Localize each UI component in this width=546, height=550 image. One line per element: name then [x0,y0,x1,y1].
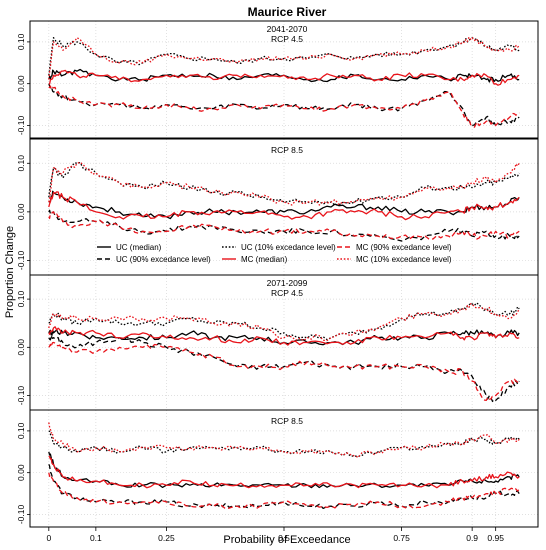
x-tick-label-6: 0.9 [466,533,478,543]
x-tick-label-2: 0.1 [90,533,102,543]
panel-title-2: RCP 4.5 [271,288,303,298]
y-tick-label-1: -0.10 [16,116,26,136]
y-tick-label-1: -0.10 [16,386,26,406]
y-tick-label-2: 0.00 [16,464,26,481]
panel-4: -0.10 0.00 0.10 RCP 8.5 [16,409,539,528]
series-line-6 [48,341,520,402]
legend-label-1: UC (median) [116,243,162,252]
series-line-4 [48,161,520,206]
x-tick-label-1: 0 [46,533,51,543]
legend-label-3: MC (90% excedance level) [356,243,452,252]
panel-2: -0.10 0.00 0.10 RCP 8.5 [16,138,539,276]
series-line-6 [48,472,520,510]
y-tick-label-3: 0.10 [16,422,26,439]
y-tick-label-1: -0.10 [16,505,26,525]
y-tick-label-2: 0.00 [16,339,26,356]
series-line-1 [48,37,520,76]
legend-label-6: MC (10% excedance level) [356,255,452,264]
legend-label-4: UC (90% excedance level) [116,255,211,264]
y-tick-label-3: 0.10 [16,291,26,308]
y-tick-label-3: 0.10 [16,155,26,172]
x-tick-label-3: 0.25 [158,533,175,543]
panel-title-1: 2071-2099 [267,278,308,288]
series-line-4 [48,36,520,80]
x-tick-label-4: 0.5 [278,533,290,543]
x-tick-label-5: 0.75 [393,533,410,543]
y-tick-label-1: -0.10 [16,250,26,270]
panel-title-1: 2041-2070 [267,24,308,34]
series-line-3 [48,464,520,510]
series-line-6 [48,85,520,128]
series-line-6 [48,211,520,240]
series-line-1 [48,161,520,206]
chart-title: Maurice River [248,5,327,19]
panel-title-1: RCP 8.5 [271,416,303,426]
series-line-3 [48,334,520,403]
y-tick-label-2: 0.00 [16,75,26,92]
series-line-5 [48,326,520,346]
y-tick-label-3: 0.10 [16,33,26,50]
series-line-5 [48,69,520,86]
panel-title-1: RCP 8.5 [271,145,303,155]
legend-label-2: UC (10% excedance level) [241,243,336,252]
series-line-5 [48,191,520,221]
series-line-1 [48,302,520,341]
y-tick-label-2: 0.00 [16,203,26,220]
series-line-5 [48,455,520,489]
series-line-3 [48,83,520,127]
x-axis: 0 0.1 0.25 0.5 0.75 0.9 0.95 [46,527,504,543]
series-line-4 [48,303,520,342]
y-axis-label: Proportion Change [4,226,16,318]
panel-title-2: RCP 4.5 [271,34,303,44]
legend-label-5: MC (median) [241,255,288,264]
x-tick-label-7: 0.95 [487,533,504,543]
panel-frame [29,20,539,139]
series-line-1 [48,430,520,458]
legend: UC (median) UC (10% excedance level) MC (9… [97,243,452,264]
x-axis-label: Probability of Exceedance [223,534,350,546]
